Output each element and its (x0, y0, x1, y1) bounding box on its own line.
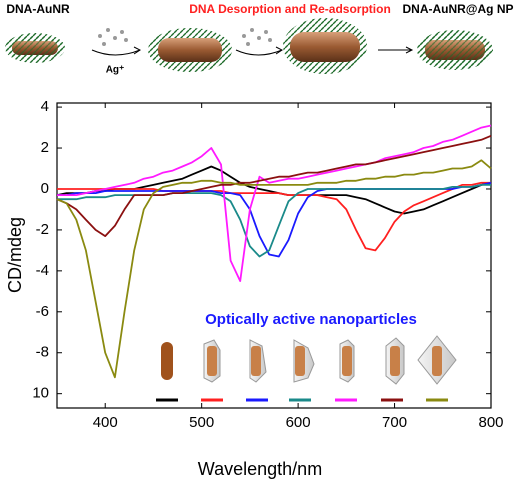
nanorod (5, 33, 65, 63)
series-line (56, 165, 492, 215)
series-line (56, 159, 492, 379)
schematic: DNA-AuNR DNA Desorption and Re-adsorptio… (5, 2, 514, 76)
arrows (91, 46, 414, 56)
series-line (57, 124, 492, 282)
x-axis-title: Wavelength/nm (198, 459, 322, 479)
annotation: Optically active nanoparticles (205, 311, 417, 328)
y-tick-label: 0 (41, 180, 49, 197)
nanorod (148, 28, 232, 72)
y-tick-label: -2 (36, 221, 49, 238)
x-tick-label: 700 (382, 414, 407, 431)
x-tick-label: 500 (189, 414, 214, 431)
nanorod (283, 18, 367, 74)
y-tick-label: 4 (41, 98, 49, 115)
schematic-label: DNA Desorption and Re-adsorption (189, 2, 391, 16)
ion-label: Ag⁺ (106, 65, 125, 76)
x-tick-label: 600 (286, 414, 311, 431)
particle-icons (161, 335, 457, 385)
schematic-label: DNA-AuNR (6, 2, 70, 16)
schematic-label: DNA-AuNR@Ag NP (402, 2, 513, 16)
y-tick-label: -4 (36, 262, 49, 279)
y-axis-title: CD/mdeg (5, 217, 25, 293)
x-tick-label: 400 (93, 414, 118, 431)
y-tick-label: -6 (36, 303, 49, 320)
x-tick-label: 800 (478, 414, 503, 431)
y-tick-label: -8 (36, 344, 49, 361)
y-tick-label: 2 (41, 139, 49, 156)
plot-frame (56, 102, 492, 409)
series-line (57, 181, 491, 252)
y-tick-label: 10 (32, 385, 49, 402)
series-line (57, 184, 491, 258)
series-line (56, 134, 492, 237)
ions (98, 28, 272, 46)
nanorod (417, 30, 493, 70)
